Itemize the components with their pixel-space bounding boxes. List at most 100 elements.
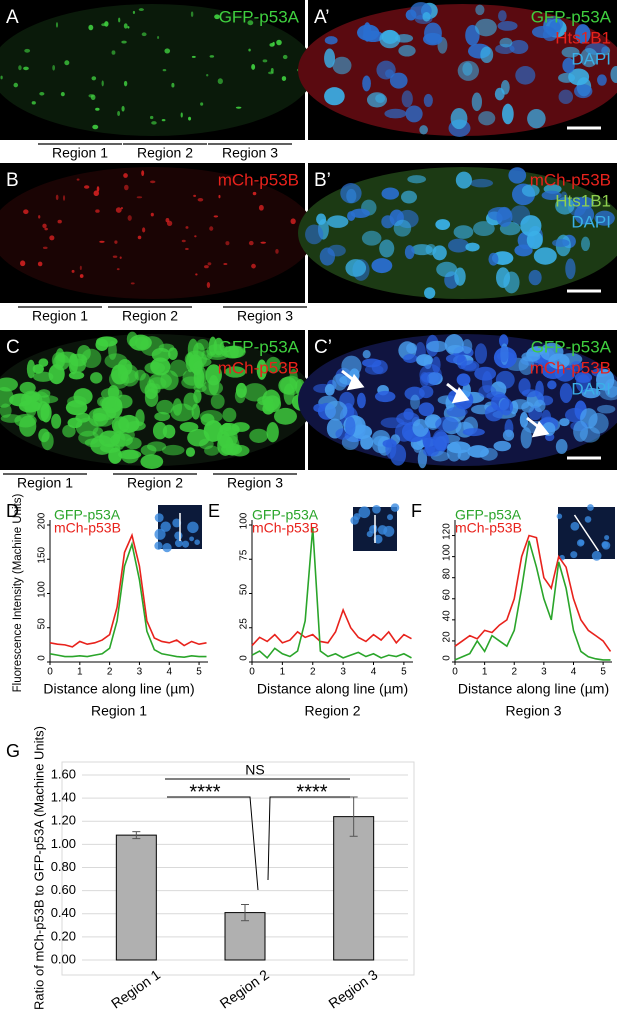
nucleus: [33, 371, 54, 382]
nucleus: [162, 68, 167, 72]
nucleus: [497, 20, 518, 31]
nucleus: [362, 75, 371, 92]
nucleus: [13, 82, 19, 88]
nucleus: [214, 14, 220, 20]
nucleus: [130, 282, 135, 285]
legend-label: mCh-p53B: [252, 520, 319, 536]
nucleus: [357, 392, 366, 409]
nucleus: [461, 339, 473, 354]
nucleus: [411, 244, 433, 256]
nucleus: [65, 400, 88, 416]
nucleus: [568, 68, 590, 86]
nucleus: [419, 385, 434, 399]
nucleus: [457, 60, 480, 81]
nucleus: [574, 84, 593, 99]
region-label: Region 2: [137, 145, 193, 161]
nucleus: [91, 76, 97, 81]
nucleus: [235, 106, 242, 109]
nucleus: [84, 185, 90, 189]
nucleus: [493, 440, 512, 452]
nucleus: [332, 373, 348, 391]
arrowhead: [451, 386, 470, 404]
nucleus: [518, 356, 535, 376]
series-line: [49, 532, 207, 648]
nucleus: [580, 236, 591, 252]
nucleus: [119, 256, 122, 259]
nucleus: [142, 227, 146, 233]
nucleus: [324, 400, 348, 421]
nucleus: [230, 444, 250, 457]
inset-nucleus: [187, 521, 199, 534]
inset-nucleus: [377, 525, 388, 535]
nucleus: [345, 259, 367, 277]
nucleus: [41, 431, 54, 451]
panel-label: G: [6, 741, 20, 761]
nucleus: [319, 247, 335, 266]
region-label: Region 1: [52, 145, 108, 161]
nucleus: [248, 240, 254, 246]
nucleus: [366, 92, 387, 108]
nucleus: [496, 206, 513, 227]
nucleus: [290, 218, 296, 225]
nucleus: [93, 190, 100, 197]
inset-nucleus: [576, 539, 585, 547]
nucleus: [395, 33, 414, 43]
y-tick-label: 1.40: [51, 790, 76, 805]
nucleus: [446, 406, 468, 418]
nucleus: [374, 390, 396, 403]
region-label: Region 1: [17, 475, 73, 491]
nucleus: [422, 11, 431, 22]
inset-nucleus: [194, 539, 200, 546]
inset-nucleus: [174, 531, 183, 540]
nucleus: [247, 20, 254, 26]
nucleus: [195, 273, 198, 276]
y-tick-label: 0.20: [51, 928, 76, 943]
nucleus: [149, 115, 154, 120]
nucleus: [435, 416, 459, 432]
nucleus: [363, 22, 372, 42]
inset-nucleus: [154, 541, 163, 550]
nucleus: [210, 393, 225, 409]
inset-nucleus: [604, 535, 610, 541]
nucleus: [144, 382, 158, 400]
nucleus: [181, 376, 201, 389]
nucleus: [209, 226, 214, 231]
y-tick-label: 1.20: [51, 813, 76, 828]
inset-nucleus: [587, 504, 594, 511]
nucleus: [362, 349, 371, 359]
nucleus: [531, 25, 556, 39]
y-tick-label: 0.00: [51, 951, 76, 966]
nucleus: [527, 108, 546, 129]
nucleus: [478, 385, 497, 398]
x-tick-label: 0: [249, 667, 255, 678]
nucleus: [574, 372, 593, 383]
nucleus: [104, 21, 109, 27]
nucleus: [594, 210, 615, 226]
inset-nucleus: [189, 536, 195, 542]
nucleus: [38, 358, 49, 367]
nucleus: [332, 56, 352, 75]
nucleus: [327, 215, 349, 228]
nucleus: [580, 48, 598, 68]
nucleus: [136, 196, 143, 199]
channel-label: Hts1B1: [555, 191, 611, 210]
x-tick-label: 3: [137, 667, 143, 678]
region-label: Region 2: [122, 308, 178, 324]
nucleus: [96, 186, 100, 192]
image-panel: C GFP-p53A mCh-p53B: [0, 330, 315, 470]
nucleus: [350, 208, 370, 218]
nucleus: [266, 421, 279, 443]
nucleus: [305, 224, 324, 245]
y-tick-label: 75: [239, 549, 250, 561]
nucleus: [229, 345, 239, 358]
nucleus: [123, 23, 128, 29]
y-tick-label: 50: [37, 618, 48, 630]
nucleus: [200, 413, 215, 426]
nucleus: [224, 366, 246, 378]
nucleus: [121, 105, 125, 112]
channel-label: mCh-p53B: [218, 170, 299, 189]
nucleus: [360, 435, 374, 450]
nucleus: [436, 261, 458, 278]
region-label: Region 3: [237, 308, 293, 324]
